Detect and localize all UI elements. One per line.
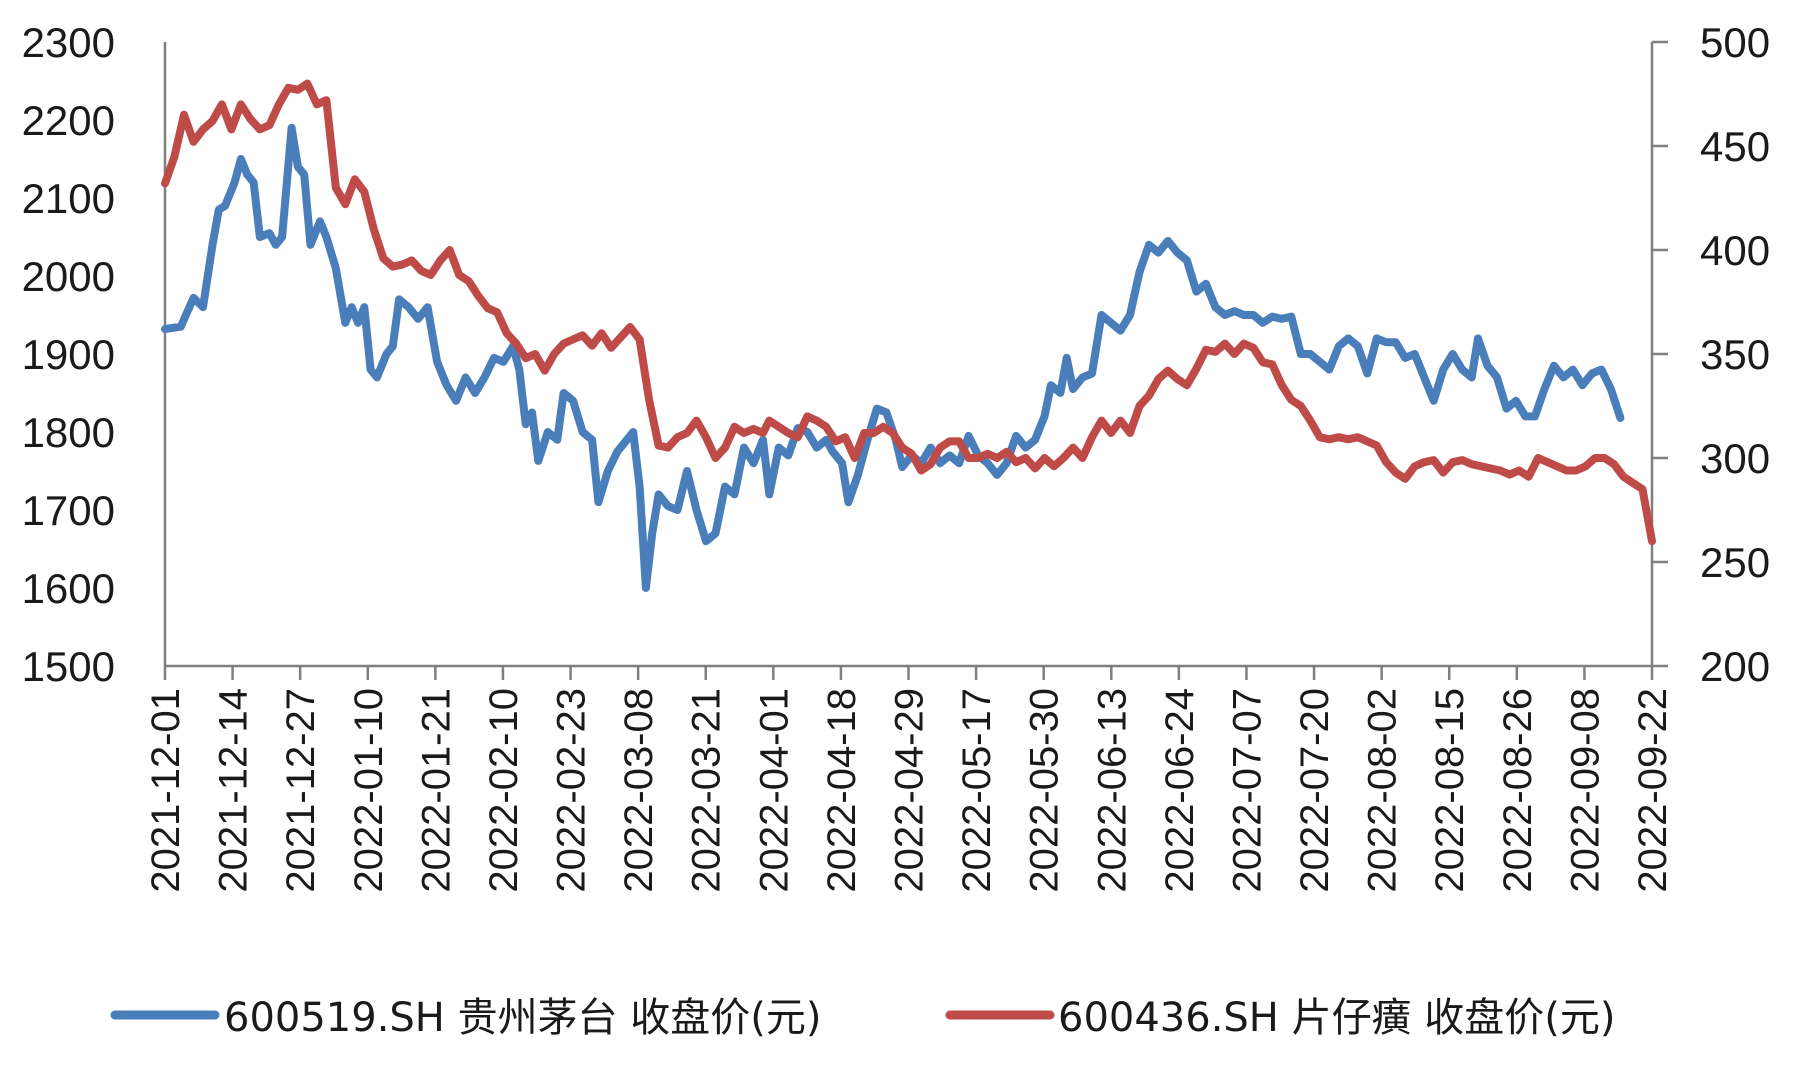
x-tick-label: 2022-04-18: [820, 688, 864, 893]
x-tick-label: 2022-05-30: [1023, 688, 1067, 893]
x-tick-label: 2022-02-10: [482, 688, 526, 893]
legend-label-series-1: 600519.SH 贵州茅台 收盘价(元): [224, 995, 822, 1041]
left-y-tick-label: 1600: [22, 565, 115, 612]
left-y-tick-label: 2300: [22, 19, 115, 66]
x-tick-label: 2022-03-21: [685, 688, 729, 893]
left-y-tick-label: 2200: [22, 97, 115, 144]
left-y-tick-label: 1700: [22, 487, 115, 534]
x-tick-label: 2022-06-24: [1158, 688, 1202, 893]
x-tick-label: 2022-09-22: [1631, 688, 1675, 893]
right-y-tick-label: 400: [1700, 227, 1770, 274]
right-y-tick-label: 300: [1700, 435, 1770, 482]
right-y-axis-ticks: 200 250 300 350 400 450 500: [1652, 19, 1770, 690]
left-y-tick-label: 1900: [22, 331, 115, 378]
right-y-tick-label: 200: [1700, 643, 1770, 690]
x-tick-label: 2022-04-01: [752, 688, 796, 893]
x-tick-label: 2022-07-20: [1293, 688, 1337, 893]
x-axis-ticks: 2021-12-01 2021-12-14 2021-12-27 2022-01-10…: [144, 666, 1675, 893]
x-tick-label: 2021-12-14: [212, 688, 256, 893]
x-tick-label: 2021-12-27: [279, 688, 323, 893]
left-y-axis-ticks: 1500 1600 1700 1800 1900 2000 2100 2200 2300: [22, 19, 115, 690]
x-tick-label: 2022-07-07: [1225, 688, 1269, 893]
x-tick-label: 2022-01-21: [414, 688, 458, 893]
left-y-tick-label: 2100: [22, 175, 115, 222]
left-y-tick-label: 1500: [22, 643, 115, 690]
series-lines: [161, 79, 1656, 592]
x-tick-label: 2022-05-17: [955, 688, 999, 893]
x-tick-label: 2022-08-26: [1496, 688, 1540, 893]
x-tick-label: 2021-12-01: [144, 688, 188, 893]
right-y-tick-label: 500: [1700, 19, 1770, 66]
x-tick-label: 2022-02-23: [550, 688, 594, 893]
series-line-1: [161, 123, 1625, 592]
right-y-tick-label: 350: [1700, 331, 1770, 378]
x-tick-label: 2022-01-10: [347, 688, 391, 893]
right-y-tick-label: 450: [1700, 123, 1770, 170]
x-tick-label: 2022-09-08: [1563, 688, 1607, 893]
left-y-tick-label: 1800: [22, 409, 115, 456]
x-tick-label: 2022-08-15: [1428, 688, 1472, 893]
left-y-tick-label: 2000: [22, 253, 115, 300]
x-tick-label: 2022-06-13: [1090, 688, 1134, 893]
x-tick-label: 2022-08-02: [1361, 688, 1405, 893]
legend-label-series-2: 600436.SH 片仔癀 收盘价(元): [1058, 995, 1616, 1041]
right-y-tick-label: 250: [1700, 539, 1770, 586]
series-line-2: [161, 79, 1656, 546]
x-tick-label: 2022-04-29: [888, 688, 932, 893]
legend: 600519.SH 贵州茅台 收盘价(元) 600436.SH 片仔癀 收盘价(…: [110, 995, 1616, 1041]
x-tick-label: 2022-03-08: [617, 688, 661, 893]
